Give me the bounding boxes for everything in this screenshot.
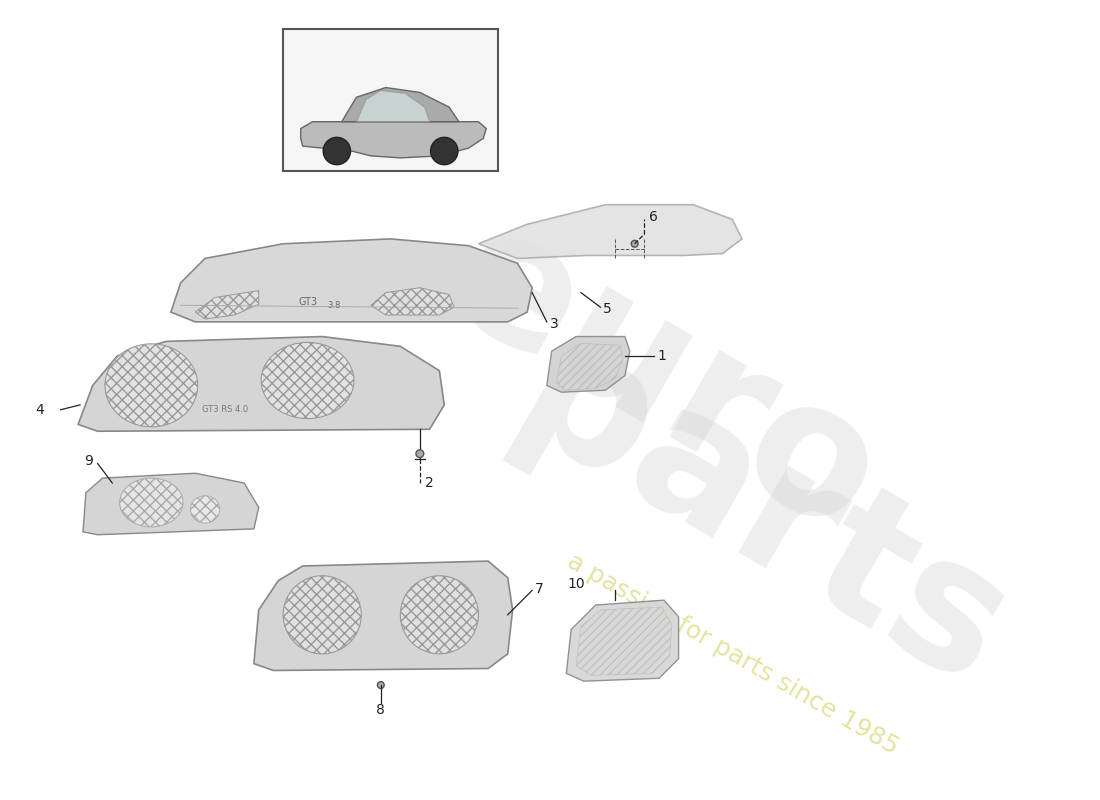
Polygon shape <box>547 337 630 392</box>
Text: 8: 8 <box>376 703 385 718</box>
Ellipse shape <box>323 138 351 165</box>
Bar <box>283 29 498 170</box>
Ellipse shape <box>416 450 424 458</box>
Ellipse shape <box>283 576 361 654</box>
Polygon shape <box>170 239 532 322</box>
Ellipse shape <box>400 576 478 654</box>
Text: GT3: GT3 <box>298 298 317 307</box>
Polygon shape <box>254 561 513 670</box>
Ellipse shape <box>261 342 354 418</box>
Text: 2: 2 <box>425 476 433 490</box>
Ellipse shape <box>104 344 198 427</box>
Polygon shape <box>576 607 672 675</box>
Text: GT3 RS 4.0: GT3 RS 4.0 <box>201 406 248 414</box>
Text: 3: 3 <box>550 317 559 331</box>
Ellipse shape <box>430 138 458 165</box>
Text: 4: 4 <box>35 402 44 417</box>
Polygon shape <box>356 90 430 122</box>
Ellipse shape <box>377 682 384 689</box>
Text: 6: 6 <box>649 210 658 225</box>
Text: euro: euro <box>419 188 909 573</box>
Text: 9: 9 <box>84 454 92 467</box>
Text: parts: parts <box>486 307 1036 727</box>
Polygon shape <box>196 290 258 319</box>
Text: 7: 7 <box>535 582 543 597</box>
Ellipse shape <box>190 496 220 523</box>
Polygon shape <box>371 288 454 315</box>
Polygon shape <box>342 87 459 122</box>
Text: 10: 10 <box>568 577 585 590</box>
Polygon shape <box>82 474 258 534</box>
Text: 5: 5 <box>604 302 613 316</box>
Text: a passion for parts since 1985: a passion for parts since 1985 <box>562 549 902 759</box>
Polygon shape <box>557 343 623 390</box>
Ellipse shape <box>631 240 638 247</box>
Polygon shape <box>566 600 679 682</box>
Ellipse shape <box>120 478 183 527</box>
Polygon shape <box>78 337 444 431</box>
Polygon shape <box>300 122 486 158</box>
Text: 3.8: 3.8 <box>327 301 341 310</box>
Text: 1: 1 <box>657 349 665 363</box>
Polygon shape <box>478 205 742 258</box>
